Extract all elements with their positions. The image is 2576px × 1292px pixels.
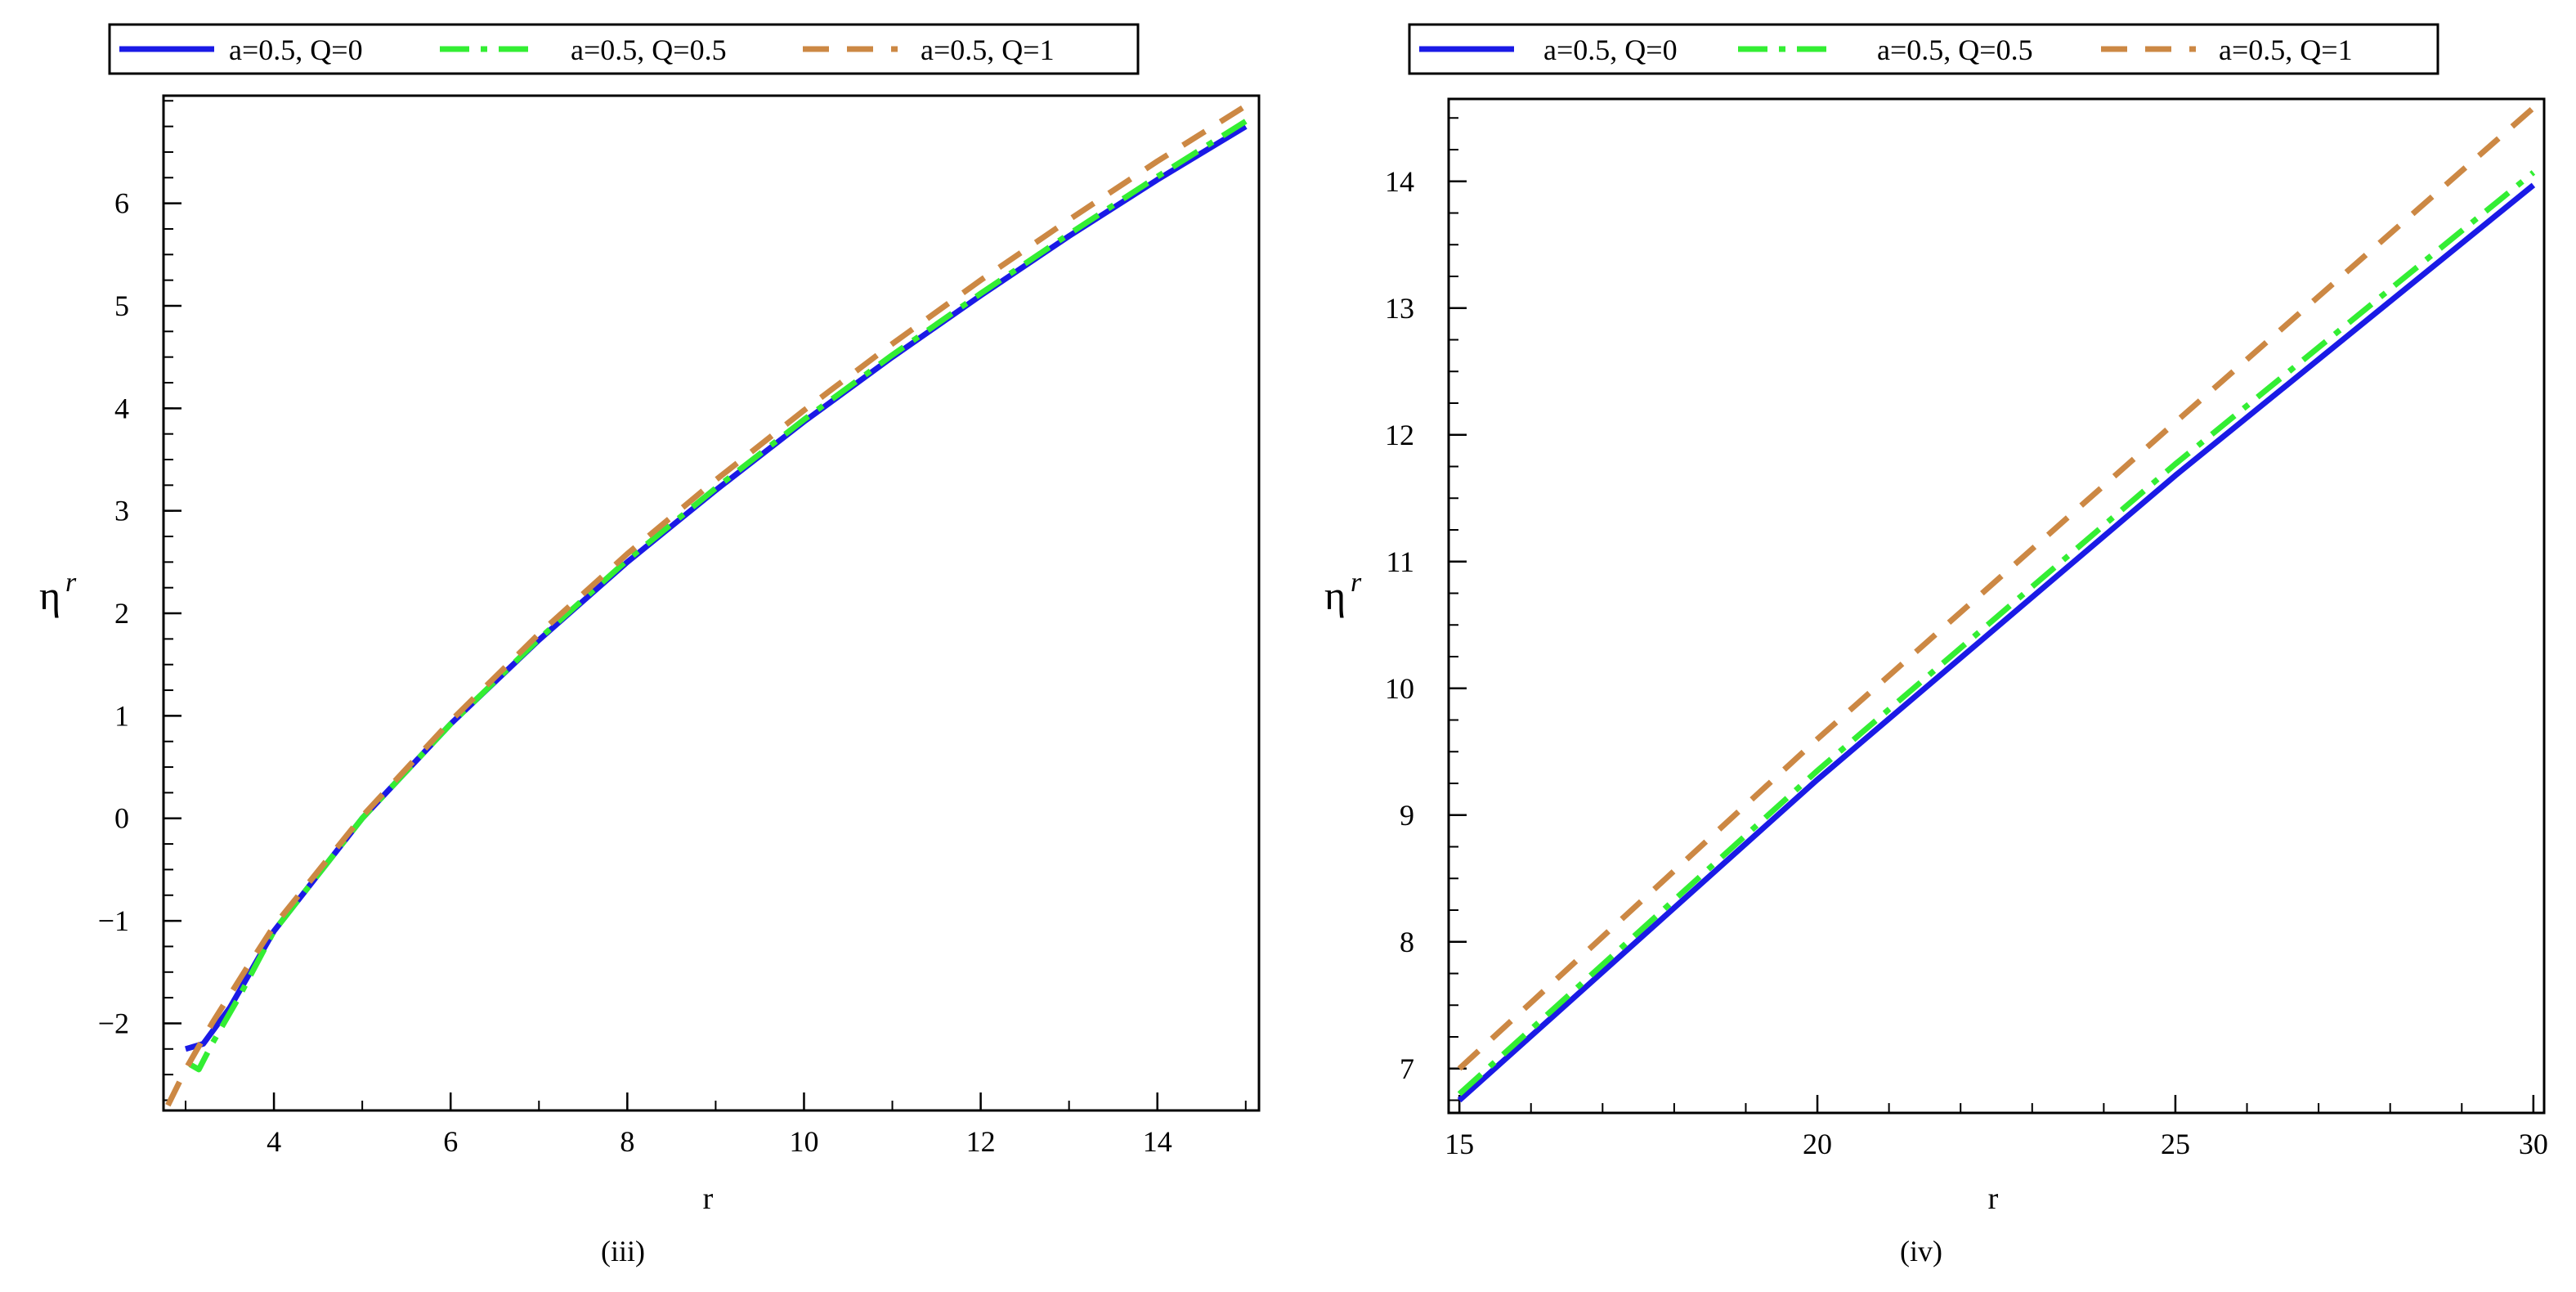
y-tick-label: 14	[1385, 165, 1414, 198]
y-tick-label: 8	[1400, 926, 1414, 958]
legend-label-1: a=0.5, Q=0	[229, 34, 363, 66]
x-axis-label: r	[1988, 1182, 1999, 1216]
x-tick-label: 4	[267, 1125, 281, 1158]
y-tick-label: 9	[1400, 799, 1414, 832]
y-axis-label-superscript: r	[65, 567, 77, 598]
legend-box	[108, 23, 1140, 75]
y-tick-label: −1	[98, 904, 129, 937]
y-tick-label: 6	[114, 187, 129, 220]
y-tick-label: 12	[1385, 419, 1414, 451]
panel-caption: (iii)	[601, 1235, 645, 1267]
legend-label-2: a=0.5, Q=0.5	[1877, 34, 2033, 66]
chart-panel-iv: 15 20 25 30 7 8 9 10 11 12 13 14 a=0.5, Q=0 a=0.5, Q=…	[1324, 23, 2548, 1267]
legend-label-1: a=0.5, Q=0	[1543, 34, 1678, 66]
y-tick-label: 11	[1386, 545, 1414, 578]
series-line-1	[1457, 182, 2536, 1103]
legend-label-2: a=0.5, Q=0.5	[571, 34, 727, 66]
series-line-2	[1457, 170, 2536, 1097]
y-tick-label: 4	[114, 392, 129, 424]
y-tick-label: −2	[98, 1007, 129, 1039]
plot-frame	[162, 94, 1261, 1112]
plot-frame	[1447, 97, 2546, 1115]
y-tick-label: 10	[1385, 672, 1414, 705]
series-line-3	[165, 103, 1248, 1107]
x-tick-label: 6	[443, 1125, 458, 1158]
x-tick-label: 15	[1445, 1128, 1474, 1160]
series-line-2	[188, 119, 1248, 1073]
x-tick-label: 30	[2519, 1128, 2548, 1160]
y-tick-label: 1	[114, 699, 129, 732]
x-tick-label: 14	[1143, 1125, 1172, 1158]
x-axis-label: r	[703, 1182, 714, 1216]
x-tick-label: 25	[2161, 1128, 2190, 1160]
series-line-3	[1457, 105, 2536, 1071]
legend-label-3: a=0.5, Q=1	[921, 34, 1055, 66]
x-tick-label: 8	[620, 1125, 634, 1158]
y-tick-label: 13	[1385, 292, 1414, 325]
y-axis-label-superscript: r	[1351, 567, 1362, 598]
x-tick-label: 20	[1803, 1128, 1832, 1160]
y-tick-label: 2	[114, 597, 129, 630]
x-tick-label: 12	[966, 1125, 996, 1158]
y-axis-label: η	[1324, 572, 1346, 618]
y-tick-label: 7	[1400, 1052, 1414, 1085]
x-tick-label: 10	[789, 1125, 818, 1158]
y-tick-label: 5	[114, 289, 129, 322]
series-line-1	[185, 123, 1248, 1052]
y-tick-label: 0	[114, 802, 129, 835]
legend-box	[1408, 23, 2439, 75]
y-axis-label: η	[39, 572, 60, 618]
y-tick-label: 3	[114, 495, 129, 527]
legend-label-3: a=0.5, Q=1	[2219, 34, 2353, 66]
panel-caption: (iv)	[1900, 1235, 1942, 1267]
